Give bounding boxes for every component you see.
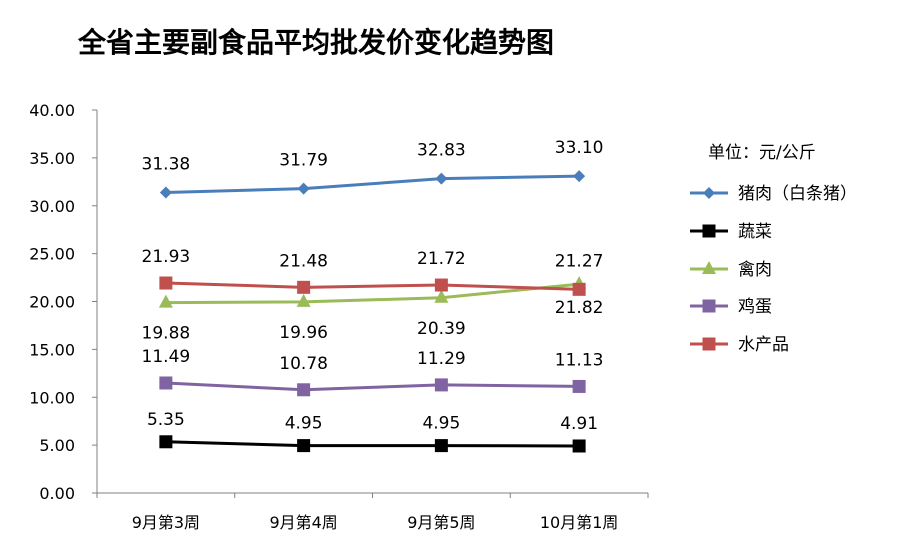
y-tick-label: 40.00 [29, 101, 75, 120]
legend-label: 水产品 [738, 335, 789, 355]
data-label: 19.88 [142, 324, 191, 344]
legend-marker [702, 261, 716, 274]
data-point [158, 294, 173, 308]
data-point [297, 182, 310, 195]
x-axis-ticks: 9月第3周 9月第4周 9月第5周 10月第1周 [96, 493, 649, 532]
x-tick-label: 9月第3周 [132, 513, 200, 532]
data-point [159, 435, 173, 449]
x-tick-label: 10月第1周 [540, 513, 619, 532]
series-0 [159, 170, 586, 199]
data-label: 21.82 [555, 298, 604, 318]
data-point [434, 278, 448, 292]
data-point [434, 289, 449, 303]
legend-item: 鸡蛋 [690, 297, 772, 317]
data-label: 21.93 [142, 247, 191, 267]
legend-marker [702, 224, 716, 238]
series-group [158, 170, 587, 453]
x-tick-label: 9月第5周 [407, 513, 475, 532]
series-line [165, 281, 580, 291]
legend-item: 猪肉（白条猪） [690, 184, 857, 204]
data-label: 11.13 [555, 350, 604, 370]
series-line [165, 174, 580, 195]
y-tick-label: 5.00 [39, 436, 75, 455]
data-point [572, 439, 586, 453]
data-point [297, 439, 311, 453]
data-label: 31.38 [142, 155, 191, 175]
y-tick-label: 30.00 [29, 197, 75, 216]
y-tick-label: 25.00 [29, 245, 75, 264]
data-label: 33.10 [555, 138, 604, 158]
data-labels: 31.38 31.79 32.83 33.10 5.35 4.95 4.95 4.91 19.8… [142, 138, 604, 434]
data-point [572, 379, 586, 393]
series-1 [159, 435, 586, 453]
x-tick-label: 9月第4周 [269, 513, 337, 532]
legend-marker [703, 187, 715, 199]
legend-item: 禽肉 [690, 260, 772, 280]
data-point [573, 170, 586, 183]
y-axis-ticks: 0.00 5.00 10.00 15.00 20.00 25.00 30.00 35.00 40… [29, 101, 97, 503]
y-tick-label: 10.00 [29, 388, 75, 407]
data-point [435, 172, 448, 185]
series-3 [159, 376, 586, 397]
data-label: 31.79 [279, 151, 328, 171]
legend-label: 蔬菜 [738, 222, 772, 242]
data-label: 21.27 [555, 251, 604, 271]
legend-item: 蔬菜 [690, 222, 772, 242]
data-label: 21.72 [417, 249, 466, 269]
data-label: 20.39 [417, 319, 466, 339]
data-point [434, 378, 448, 392]
series-line [165, 381, 580, 392]
legend-label: 禽肉 [738, 260, 772, 280]
data-point [159, 276, 173, 290]
data-point [159, 376, 173, 390]
data-point [297, 383, 311, 397]
data-label: 10.78 [279, 354, 328, 374]
data-label: 11.29 [417, 349, 466, 369]
data-label: 5.35 [147, 410, 185, 430]
y-tick-label: 15.00 [29, 340, 75, 359]
chart-title: 全省主要副食品平均批发价变化趋势图 [77, 26, 554, 59]
legend-item: 水产品 [690, 335, 789, 355]
series-line [165, 282, 580, 305]
unit-label: 单位：元/公斤 [708, 143, 816, 163]
data-label: 32.83 [417, 141, 466, 161]
y-tick-label: 35.00 [29, 149, 75, 168]
data-label: 11.49 [142, 347, 191, 367]
legend-label: 猪肉（白条猪） [738, 184, 857, 204]
y-tick-label: 0.00 [39, 484, 75, 503]
data-point [296, 293, 311, 307]
legend-marker [702, 337, 716, 351]
data-label: 4.91 [560, 414, 598, 434]
data-label: 21.48 [279, 251, 328, 271]
legend-marker [702, 299, 716, 313]
data-point [297, 280, 311, 294]
series-4 [159, 276, 586, 296]
data-point [434, 439, 448, 453]
data-point [159, 186, 172, 199]
data-label: 19.96 [279, 323, 328, 343]
series-2 [158, 276, 587, 308]
y-tick-label: 20.00 [29, 293, 75, 312]
data-label: 4.95 [422, 414, 460, 434]
data-label: 4.95 [285, 414, 323, 434]
legend-label: 鸡蛋 [738, 297, 772, 317]
series-line [165, 440, 580, 448]
data-point [572, 282, 586, 296]
